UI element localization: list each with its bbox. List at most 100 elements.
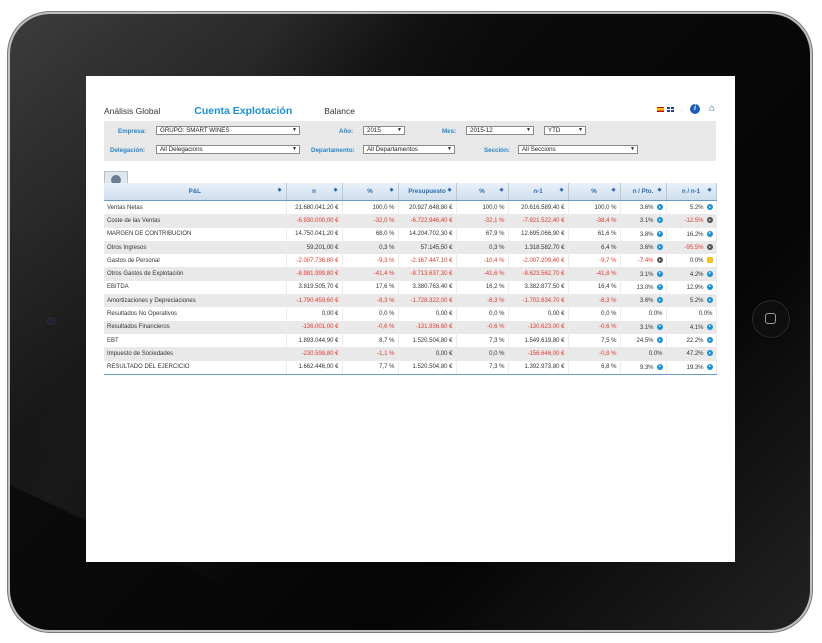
cell-value: -9,3 % [377, 257, 395, 264]
departamento-value: All Departamentos [367, 146, 418, 153]
header-label: n [312, 188, 316, 195]
cell-value: Otros Gastos de Explotación [107, 271, 184, 278]
cell-n: 59.201,00 € [286, 240, 343, 255]
cell-vs-n1: 22.2% [666, 333, 717, 348]
arrow-circle-icon[interactable] [706, 283, 713, 290]
cell-n: 21.680.041,20 € [286, 200, 343, 215]
cell-vs-pto: 3.6% [620, 294, 667, 308]
cell-value: 4.1% [689, 324, 704, 331]
arrow-circle-icon[interactable] [706, 217, 713, 224]
cell-n1-pct: 16,4 % [568, 280, 621, 295]
cell-n: -2.007.736,80 € [286, 254, 343, 268]
delegacion-select[interactable]: All Delegacions ▼ [156, 145, 300, 154]
cell-n1-pct: -38,4 % [568, 214, 621, 228]
cell-value: 16,2 % [485, 284, 505, 291]
arrow-circle-icon[interactable] [706, 363, 713, 370]
home-icon[interactable]: ⌂ [708, 103, 715, 114]
cell-value: Impuesto de Sociedades [107, 350, 174, 357]
arrow-circle-icon[interactable] [706, 297, 713, 304]
table-row: Gastos de Personal -2.007.736,80 € -9,3 % -… [104, 254, 717, 268]
cell-pres-pct: 0,0 % [456, 347, 509, 361]
cell-value: -136.001,00 € [301, 324, 339, 331]
cell-vs-n1: 5.2% [666, 200, 717, 215]
arrow-circle-icon[interactable] [706, 230, 713, 237]
sort-icon: ◆ [277, 187, 282, 193]
tablet-home-button[interactable] [752, 300, 790, 338]
header-pl[interactable]: P&L ◆ [104, 183, 287, 201]
mes-select[interactable]: 2015-12 ▼ [466, 126, 534, 135]
chevron-down-icon: ▼ [397, 127, 402, 133]
cell-value: -41,4 % [373, 271, 395, 278]
cell-n: -1.790.459,60 € [286, 294, 343, 308]
arrow-circle-icon[interactable] [706, 244, 713, 251]
tab-cuenta-explotacion[interactable]: Cuenta Explotación [194, 105, 293, 117]
cell-n: -6.930.000,00 € [286, 214, 343, 228]
uk-flag-icon[interactable] [667, 106, 674, 112]
cell-n1-pct: 7,5 % [568, 333, 621, 348]
seccion-select[interactable]: All Seccions ▼ [518, 145, 638, 154]
arrow-circle-icon[interactable] [706, 350, 713, 357]
arrow-circle-icon[interactable] [656, 363, 663, 370]
spain-flag-icon[interactable] [657, 106, 664, 112]
cell-value: -156.646,00 € [527, 350, 565, 357]
cell-value: Resultados Financieros [107, 324, 170, 331]
arrow-circle-icon[interactable] [656, 257, 663, 264]
cell-pres-pct: -8,3 % [456, 294, 509, 308]
cell-n1-pct: 100,0 % [568, 200, 621, 215]
cell-value: 24.5% [636, 338, 654, 345]
arrow-circle-icon[interactable] [656, 283, 663, 290]
header-n[interactable]: n ◆ [286, 183, 343, 201]
tab-balance[interactable]: Balance [324, 106, 355, 116]
header-vs-pto[interactable]: n / Pto. ◆ [620, 183, 667, 201]
arrow-circle-icon[interactable] [706, 323, 713, 330]
arrow-circle-icon[interactable] [656, 244, 663, 251]
empresa-select[interactable]: GRUPO: SMART WINES ▼ [156, 126, 300, 135]
arrow-circle-icon[interactable] [706, 204, 713, 211]
cell-vs-pto: 3.6% [620, 240, 667, 255]
cell-n: 0,00 € [286, 307, 343, 321]
tab-analisis-global[interactable]: Análisis Global [104, 106, 161, 116]
header-pct[interactable]: % ◆ [342, 183, 399, 201]
departamento-select[interactable]: All Departamentos ▼ [363, 145, 455, 154]
header-vs-n1[interactable]: n / n-1 ◆ [666, 183, 717, 201]
cell-value: Resultados No Operativos [107, 311, 178, 318]
header-pres-pct[interactable]: % ◆ [456, 183, 509, 201]
cell-vs-pto: 3.1% [620, 320, 667, 334]
arrow-circle-icon[interactable] [656, 297, 663, 304]
period-select[interactable]: YTD ▼ [544, 126, 586, 135]
arrow-circle-icon[interactable] [656, 270, 663, 277]
arrow-circle-icon[interactable] [656, 230, 663, 237]
cell-value: 0,0 % [489, 311, 505, 318]
arrow-circle-icon[interactable] [656, 337, 663, 344]
table-row: Impuesto de Sociedades -230.598,80 € -1,1 … [104, 347, 717, 361]
cell-value: -2.007.209,40 € [522, 257, 565, 264]
ano-select[interactable]: 2015 ▼ [363, 126, 405, 135]
cell-value: 57.145,50 € [420, 244, 453, 251]
cell-value: 1.549.619,80 € [524, 337, 565, 344]
status-square-icon[interactable] [706, 257, 713, 264]
cell-value: 100,0 % [594, 204, 617, 211]
header-n1[interactable]: n-1 ◆ [508, 183, 569, 201]
cell-n1-pct: 0,0 % [568, 307, 621, 321]
app-screen: Análisis Global Cuenta Explotación Balan… [86, 76, 735, 562]
cell-value: -8.981.999,80 € [296, 271, 339, 278]
arrow-circle-icon[interactable] [656, 217, 663, 224]
arrow-circle-icon[interactable] [706, 337, 713, 344]
cell-value: 100,0 % [482, 204, 505, 211]
header-presupuesto[interactable]: Presupuesto ◆ [398, 183, 457, 201]
separator: . [681, 105, 683, 113]
header-n1-pct[interactable]: % ◆ [568, 183, 621, 201]
cell-pct: 0,0 % [342, 307, 399, 321]
cell-pct: 100,0 % [342, 200, 399, 215]
cell-value: 1.318.582,70 € [524, 244, 565, 251]
cell-value: 3.8% [639, 231, 654, 238]
cell-value: 1.392.973,80 € [524, 364, 565, 371]
cell-value: -7.921.522,40 € [522, 217, 565, 224]
info-icon[interactable]: i [689, 104, 700, 114]
cell-n1-pct: 61,6 % [568, 227, 621, 241]
cell-value: -0,8 % [599, 350, 617, 357]
arrow-circle-icon[interactable] [656, 323, 663, 330]
arrow-circle-icon[interactable] [706, 270, 713, 277]
departamento-label: Departamento: [311, 147, 355, 154]
arrow-circle-icon[interactable] [656, 204, 663, 211]
